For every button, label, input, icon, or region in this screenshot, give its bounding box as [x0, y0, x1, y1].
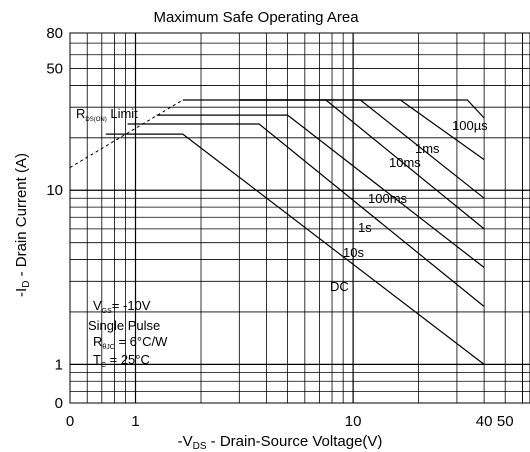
- condition-line: Single Pulse: [88, 318, 160, 333]
- x-axis-label: -VDS - Drain-Source Voltage(V): [178, 433, 383, 452]
- x-tick-label: 10: [345, 413, 362, 430]
- y-tick-label: 1: [55, 356, 63, 373]
- curve-label: 10ms: [389, 155, 421, 170]
- soa-line-100ms: [182, 99, 485, 230]
- rds-limit-label: RDS(ON) Limit: [76, 106, 138, 123]
- grid: [70, 33, 530, 403]
- curve-label: 100µs: [452, 118, 488, 133]
- rds-limit-line: [69, 99, 184, 168]
- curve-label: 100ms: [368, 191, 408, 206]
- x-tick-label: 50: [497, 413, 514, 430]
- y-tick-label: 80: [46, 25, 63, 42]
- y-tick-label: 0: [55, 395, 63, 412]
- plot-frame: [69, 32, 530, 404]
- x-tick-label: 0: [66, 413, 74, 430]
- condition-line: RθJC = 6°C/W: [93, 334, 168, 351]
- y-axis-label: -ID - Drain Current (A): [13, 153, 32, 297]
- curve-label: DC: [330, 279, 349, 294]
- x-tick-label: 40: [476, 413, 493, 430]
- condition-line: TC = 25°C: [93, 352, 150, 369]
- condition-line: VGS= -10V: [93, 298, 151, 315]
- soa-line-10s: [127, 123, 485, 307]
- soa-line-1s: [156, 114, 485, 268]
- chart-title: Maximum Safe Operating Area: [153, 9, 359, 26]
- curve-label: 1s: [358, 220, 372, 235]
- curve-label: 10s: [343, 245, 364, 260]
- soa-line-dc: [105, 133, 485, 365]
- y-tick-label: 10: [46, 182, 63, 199]
- curve-label: 1ms: [415, 141, 440, 156]
- y-tick-labels: 0 1 10 50 80: [46, 25, 63, 412]
- x-tick-label: 1: [131, 413, 139, 430]
- soa-curves: [69, 99, 485, 365]
- y-tick-label: 50: [46, 61, 63, 78]
- x-tick-labels: 0 1 10 40 50: [66, 413, 514, 430]
